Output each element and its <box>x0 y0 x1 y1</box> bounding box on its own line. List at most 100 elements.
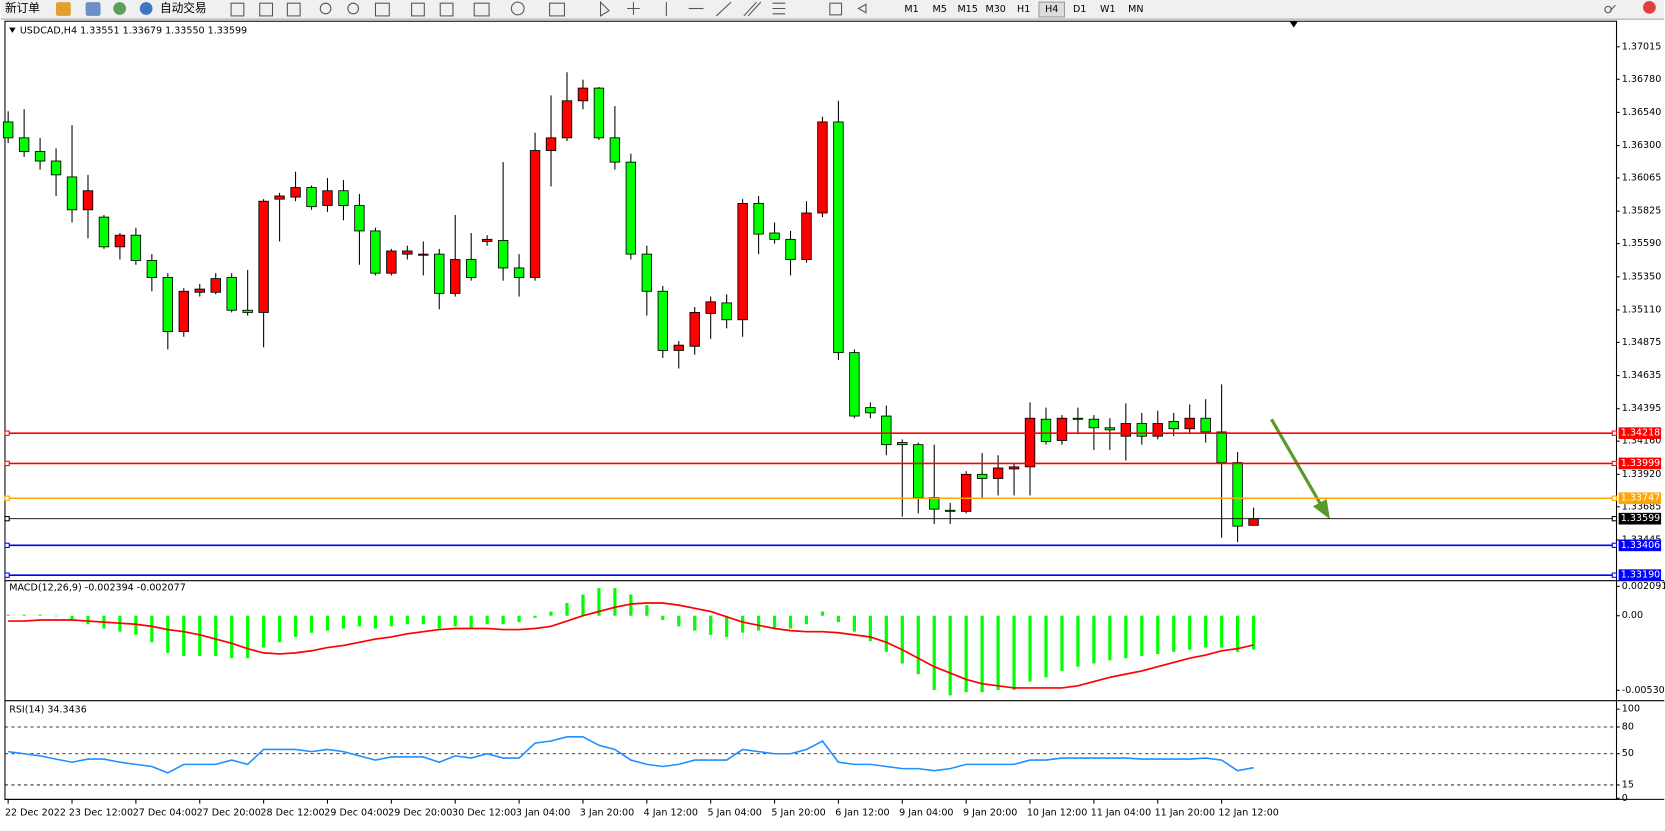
tool-icon[interactable] <box>286 2 301 17</box>
macd-bar <box>756 615 761 631</box>
toolbar-icon[interactable] <box>55 2 71 16</box>
y-tick-label: 1.34875 <box>1622 337 1661 348</box>
macd-bar <box>1124 615 1128 659</box>
toolbar-icon[interactable] <box>113 2 126 15</box>
x-tick-label: 27 Dec 20:00 <box>197 808 261 819</box>
candle-body <box>82 190 94 211</box>
candle-body <box>1200 417 1211 433</box>
periods[interactable] <box>510 1 525 16</box>
level-handle <box>4 430 10 436</box>
timeframe-label[interactable]: M1 <box>904 4 918 15</box>
auto-trading-button[interactable]: 自动交易 <box>160 1 207 15</box>
macd-bar <box>246 615 250 659</box>
timeframe-label[interactable]: MN <box>1128 4 1143 15</box>
candle-body <box>162 277 174 332</box>
level-handle <box>4 516 10 522</box>
candle-body <box>146 260 158 278</box>
notification[interactable] <box>1643 1 1656 14</box>
macd-bar <box>421 615 425 625</box>
macd-bar <box>1172 615 1176 652</box>
candle-body <box>2 121 14 139</box>
label-tool[interactable] <box>829 2 843 16</box>
candle-body <box>242 309 253 313</box>
macd-bar <box>565 603 569 616</box>
timeframe-label[interactable]: M30 <box>985 4 1005 15</box>
macd-bar <box>517 615 521 623</box>
macd-bar <box>1251 615 1256 650</box>
y-tick-label: 1.34635 <box>1622 370 1661 381</box>
arrows-tool[interactable] <box>857 3 867 14</box>
timeframe-label[interactable]: H1 <box>1017 4 1030 15</box>
macd-bar <box>341 615 346 629</box>
fibo-tool[interactable] <box>772 2 786 15</box>
candle-body <box>210 278 221 293</box>
indicators[interactable] <box>473 2 490 17</box>
macd-bar <box>725 615 729 637</box>
timeframe-label[interactable]: D1 <box>1073 4 1086 15</box>
macd-bar <box>214 615 218 657</box>
y-tick-label: 15 <box>1622 779 1634 790</box>
candle-body <box>657 290 668 351</box>
x-tick-label: 27 Dec 04:00 <box>133 808 197 819</box>
candle-body <box>370 230 381 274</box>
y-tick-label: 1.36780 <box>1622 74 1661 85</box>
timeframe-button[interactable] <box>1038 1 1065 18</box>
level-label: 1.33406 <box>1621 540 1660 551</box>
y-tick-label: 0 <box>1622 793 1628 804</box>
timeframe-bar: M1 M5 M15 M30 H1 H4 D1 W1 MN <box>904 1 1143 18</box>
macd-bar <box>788 615 793 629</box>
toolbar <box>0 0 1665 20</box>
candle-body <box>1008 466 1020 470</box>
tool-icon[interactable] <box>259 2 274 17</box>
y-tick-label: 1.35825 <box>1622 206 1661 217</box>
macd-bar <box>1235 615 1240 652</box>
x-tick-label: 30 Dec 12:00 <box>452 808 516 819</box>
macd-bar <box>150 615 154 643</box>
macd-bar <box>661 615 665 620</box>
tile-windows[interactable] <box>374 2 390 17</box>
timeframe-label[interactable]: M15 <box>957 4 977 15</box>
tool-icon[interactable] <box>230 2 245 17</box>
level-label: 1.33747 <box>1621 493 1660 504</box>
candle-body <box>1216 431 1227 464</box>
tool-icon[interactable] <box>411 2 425 17</box>
x-tick-label: 28 Dec 12:00 <box>260 808 324 819</box>
macd-bar <box>277 615 282 643</box>
y-tick-label: 100 <box>1622 704 1640 715</box>
y-tick-label: -0.005303 <box>1622 685 1665 696</box>
timeframe-label[interactable]: H4 <box>1045 4 1058 15</box>
cursor-tool[interactable] <box>600 0 610 17</box>
channel-tool[interactable] <box>743 1 762 17</box>
candle-body <box>1120 423 1132 437</box>
candle-body <box>865 407 876 414</box>
candle-body <box>258 200 269 313</box>
zoom-out[interactable] <box>347 2 360 15</box>
new-order-button[interactable]: 新订单 <box>5 1 40 15</box>
candle-body <box>1072 417 1084 420</box>
candle-body <box>418 253 429 256</box>
candle-body <box>450 259 461 294</box>
tool-icon[interactable] <box>439 2 454 17</box>
candle-body <box>705 301 716 314</box>
candle-body <box>66 176 78 211</box>
search[interactable] <box>1604 4 1616 14</box>
candle-body <box>545 137 557 151</box>
macd-bar <box>868 615 872 642</box>
toolbar-icon[interactable] <box>85 2 101 16</box>
y-tick-label: 1.33920 <box>1622 469 1661 480</box>
y-tick-label: 0.002091 <box>1622 581 1665 592</box>
x-tick-label: 9 Jan 04:00 <box>899 808 953 819</box>
trendline-tool[interactable] <box>715 1 732 17</box>
macd-bar <box>262 615 266 648</box>
x-tick-label: 5 Jan 04:00 <box>708 808 762 819</box>
timeframe-label[interactable]: M5 <box>932 4 946 15</box>
level-handle <box>4 542 10 548</box>
macd-bar <box>677 615 681 627</box>
zoom-in[interactable] <box>319 2 332 15</box>
crosshair-tool[interactable] <box>627 2 640 15</box>
templates[interactable] <box>549 2 565 17</box>
timeframe-label[interactable]: W1 <box>1100 4 1116 15</box>
auto-trading-icon[interactable] <box>139 2 153 15</box>
macd-bar <box>613 588 617 616</box>
candle-body <box>274 195 285 200</box>
